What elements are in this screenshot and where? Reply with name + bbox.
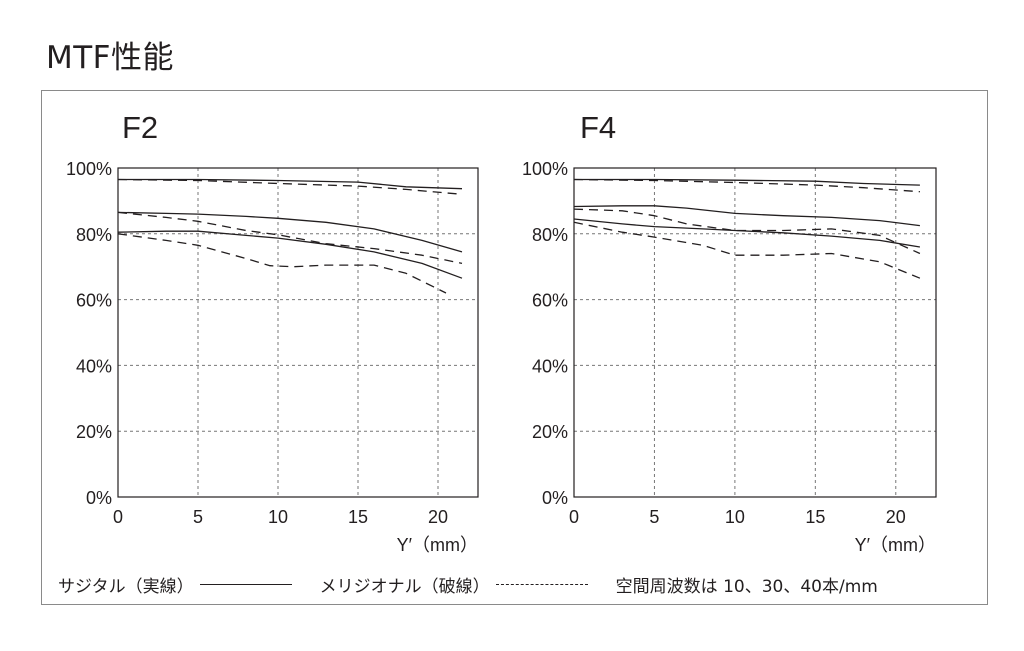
meridional-line-2	[573, 178, 920, 193]
y-tick-label: 60%	[76, 291, 112, 311]
x-tick-label: 15	[805, 507, 825, 527]
legend-frequency-note: 空間周波数は 10、30、40本/mm	[615, 576, 878, 597]
x-axis-label: Y′（mm）	[855, 535, 936, 555]
y-tick-label: 40%	[76, 356, 112, 376]
meridional-line-6	[117, 233, 447, 294]
y-tick-label: 0%	[542, 488, 568, 508]
x-tick-label: 20	[886, 507, 906, 527]
y-tick-label: 20%	[76, 422, 112, 442]
y-tick-label: 80%	[76, 225, 112, 245]
x-tick-label: 5	[193, 507, 203, 527]
y-tick-label: 40%	[532, 356, 568, 376]
meridional-line-6	[573, 221, 921, 279]
y-tick-label: 0%	[86, 488, 112, 508]
chart-panel-1: F2 0% 20% 40% 60% 80% 100% 0 5 10 15 20 Y′（mm）	[66, 110, 479, 555]
chart-title: F2	[122, 110, 158, 145]
x-axis-label: Y′（mm）	[397, 535, 478, 555]
y-tick-label: 100%	[66, 159, 112, 179]
x-tick-label: 20	[428, 507, 448, 527]
x-tick-label: 10	[725, 507, 745, 527]
chart-title: F4	[580, 110, 616, 145]
sagittal-line-5	[117, 230, 463, 279]
x-tick-label: 10	[268, 507, 288, 527]
chart-frame	[41, 90, 988, 605]
x-tick-label: 5	[649, 507, 659, 527]
legend-meridional-label: メリジオナル（破線）	[319, 576, 490, 597]
legend-dashed-line-swatch	[495, 583, 588, 585]
sagittal-line-1	[118, 178, 463, 190]
plot-area-border	[117, 167, 479, 498]
meridional-line-4	[117, 211, 463, 265]
chart-panel-2: F4 0% 20% 40% 60% 80% 100% 0 5 10 15 20 Y′（mm）	[522, 110, 937, 555]
y-tick-label: 20%	[532, 422, 568, 442]
plot-area-border	[573, 167, 937, 498]
x-tick-label: 0	[569, 507, 579, 527]
x-tick-label: 15	[348, 507, 368, 527]
meridional-line-2	[117, 178, 463, 195]
legend-sagittal-label: サジタル（実線）	[58, 576, 194, 597]
sagittal-line-3	[573, 205, 920, 227]
legend-solid-line-swatch	[199, 583, 292, 585]
meridional-line-4	[573, 208, 921, 255]
y-tick-label: 60%	[532, 291, 568, 311]
page-title: MTF性能	[46, 40, 175, 76]
x-tick-label: 0	[113, 507, 123, 527]
legend: サジタル（実線） メリジオナル（破線） 空間周波数は 10、30、40本/mm	[58, 570, 878, 598]
y-tick-label: 80%	[532, 225, 568, 245]
sagittal-line-5	[573, 218, 921, 248]
sagittal-line-3	[117, 211, 463, 253]
y-tick-label: 100%	[522, 159, 568, 179]
sagittal-line-1	[574, 178, 920, 186]
